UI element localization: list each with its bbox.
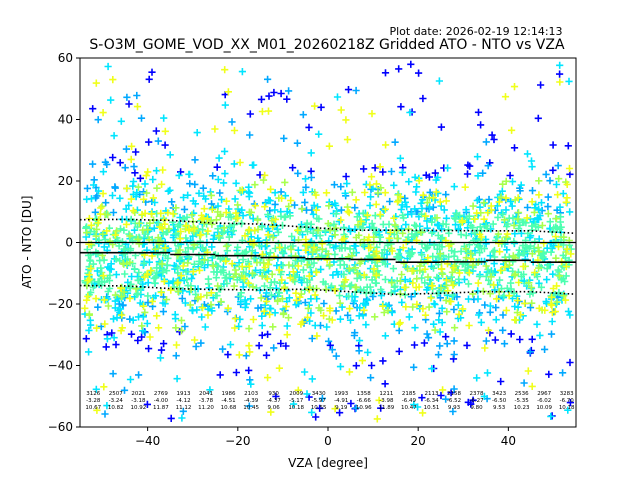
- bin-count-label: 1993: [334, 391, 348, 397]
- bin-count-label: 2113: [425, 391, 439, 397]
- bin-std-label: 11.89: [379, 405, 395, 411]
- bin-mean-label: -3.18: [131, 398, 146, 404]
- bin-std-label: 10.92: [131, 405, 147, 411]
- bin-mean-label: -5.97: [312, 398, 327, 404]
- bin-std-label: 9.06: [267, 405, 280, 411]
- bin-mean-label: -6.27: [469, 398, 484, 404]
- x-axis: −40 −20 0 20 40: [135, 427, 516, 448]
- bin-count-label: 2769: [154, 391, 168, 397]
- bin-mean-label: -3.78: [199, 398, 214, 404]
- bin-std-label: 11.12: [176, 405, 192, 411]
- x-tick-label: −20: [225, 434, 250, 448]
- y-tick-label: −40: [48, 359, 73, 373]
- bin-mean-label: -3.98: [379, 398, 394, 404]
- y-tick-label: 60: [58, 51, 73, 65]
- bin-count-label: 2536: [515, 391, 529, 397]
- bin-mean-label: -6.02: [537, 398, 551, 404]
- bin-std-label: 10.18: [559, 405, 575, 411]
- bin-mean-label: -6.70: [560, 398, 575, 404]
- bin-count-label: 1913: [177, 391, 191, 397]
- bin-std-label: 10.09: [536, 405, 552, 411]
- bin-count-label: 2185: [402, 391, 416, 397]
- bin-mean-label: -4.12: [176, 398, 190, 404]
- bin-mean-label: -3.24: [109, 398, 124, 404]
- bin-std-label: 9.80: [470, 405, 483, 411]
- plot-date: Plot date: 2026-02-19 12:14:13: [389, 25, 562, 38]
- bin-count-label: 2041: [199, 391, 213, 397]
- x-axis-label: VZA [degree]: [288, 456, 368, 470]
- bin-mean-label: -5.35: [514, 398, 529, 404]
- x-tick-label: 0: [324, 434, 332, 448]
- bin-count-label: 2507: [109, 391, 123, 397]
- bin-std-label: 10.47: [401, 405, 417, 411]
- bin-mean-label: -6.66: [357, 398, 372, 404]
- bin-count-label: 2378: [470, 391, 484, 397]
- bin-std-label: 10.68: [221, 405, 237, 411]
- bin-count-label: 1358: [357, 391, 371, 397]
- bin-std-label: 9.53: [493, 405, 506, 411]
- bin-std-label: 10.55: [311, 405, 327, 411]
- bin-count-label: 2021: [131, 391, 145, 397]
- y-tick-label: 20: [58, 174, 73, 188]
- bin-std-label: 11.87: [153, 405, 169, 411]
- bin-count-label: 3430: [312, 391, 326, 397]
- bin-std-label: 10.67: [85, 405, 101, 411]
- bin-std-label: 11.20: [198, 405, 214, 411]
- y-axis-label: ATO - NTO [DU]: [20, 196, 34, 289]
- bin-count-label: 930: [268, 391, 279, 397]
- bin-std-label: 10.51: [424, 405, 440, 411]
- bin-std-label: 10.82: [108, 405, 124, 411]
- bin-mean-label: -6.49: [402, 398, 417, 404]
- bin-count-label: 1211: [379, 391, 393, 397]
- std-upper-line: [80, 218, 576, 235]
- bin-count-label: 2103: [244, 391, 258, 397]
- scatter-marks-0000ff: [82, 60, 574, 422]
- bin-mean-label: -5.17: [289, 398, 304, 404]
- bin-std-label: 10.18: [288, 405, 304, 411]
- y-tick-label: 0: [65, 236, 73, 250]
- bin-std-label: 10.23: [514, 405, 530, 411]
- y-tick-label: −20: [48, 297, 73, 311]
- bin-count-label: 3126: [86, 391, 100, 397]
- bin-mean-label: -4.00: [154, 398, 169, 404]
- y-tick-label: 40: [58, 113, 73, 127]
- bin-std-label: 10.45: [243, 405, 259, 411]
- bin-count-label: 3283: [560, 391, 574, 397]
- bin-count-label: 1986: [222, 391, 236, 397]
- x-tick-label: −40: [135, 434, 160, 448]
- bin-std-label: 10.96: [356, 405, 372, 411]
- bin-mean-label: -4.91: [334, 398, 348, 404]
- y-axis: −60 −40 −20 0 20 40 60: [48, 51, 80, 434]
- bin-mean-label: -6.34: [424, 398, 439, 404]
- bin-mean-label: -4.37: [266, 398, 281, 404]
- bin-statistics: 3126-3.2810.672507-3.2410.822021-3.1810.…: [85, 391, 575, 411]
- bin-mean-label: -6.50: [492, 398, 507, 404]
- bin-std-label: 9.19: [335, 405, 348, 411]
- bin-count-label: 2009: [289, 391, 303, 397]
- bin-mean-label: -4.39: [244, 398, 259, 404]
- bin-mean-label: -3.28: [86, 398, 101, 404]
- y-tick-label: −60: [48, 420, 73, 434]
- bin-count-label: 2158: [447, 391, 461, 397]
- chart-title: S-O3M_GOME_VOD_XX_M01_20260218Z Gridded …: [89, 37, 565, 53]
- scatter-marks-f0ff1a: [81, 66, 575, 423]
- statistic-lines: [80, 218, 576, 296]
- x-tick-label: 40: [501, 434, 516, 448]
- x-tick-label: 20: [411, 434, 426, 448]
- bin-mean-label: -4.51: [221, 398, 235, 404]
- bin-count-label: 3423: [492, 391, 506, 397]
- bin-count-label: 2967: [537, 391, 551, 397]
- std-lower-line: [80, 284, 576, 296]
- bin-std-label: 9.93: [448, 405, 461, 411]
- bin-mean-label: -6.52: [447, 398, 461, 404]
